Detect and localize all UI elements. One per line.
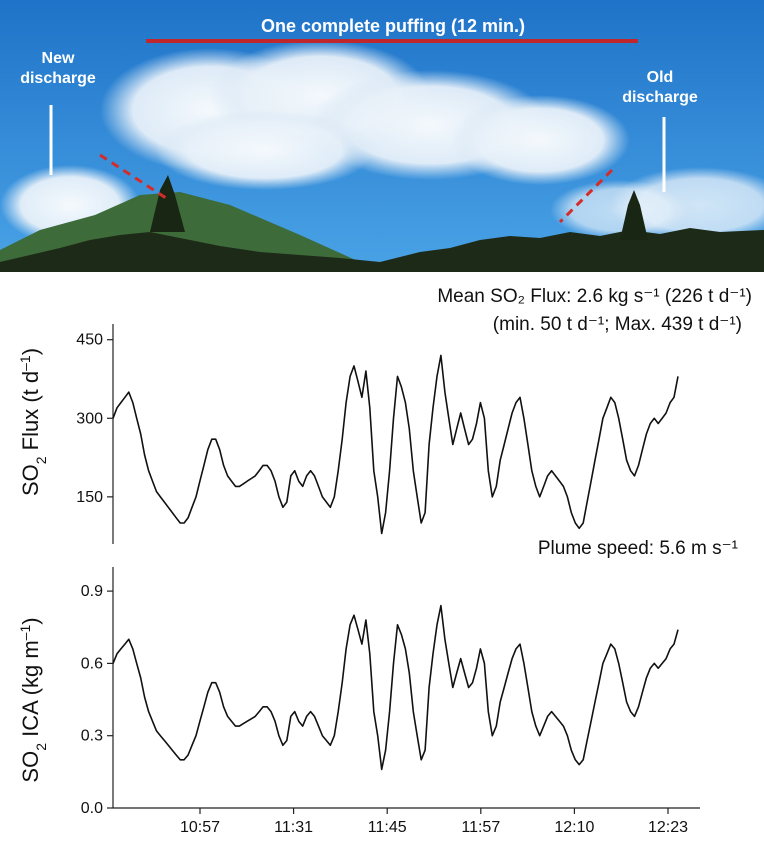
puffing-title: One complete puffing (12 min.): [261, 16, 525, 36]
old-label-line2: discharge: [622, 89, 698, 106]
xtick-label: 11:45: [368, 819, 407, 836]
xtick-label: 12:10: [554, 819, 594, 836]
new-label-line1: New: [42, 50, 75, 67]
flux-ytick-label: 450: [76, 332, 103, 349]
ica-series-line: [112, 604, 679, 771]
old-label-line1: Old: [647, 69, 674, 86]
volcano-photo: One complete puffing (12 min.) New disch…: [0, 0, 764, 272]
flux-series-line: [112, 354, 679, 535]
svg-text:SO2 Flux (t d–1): SO2 Flux (t d–1): [17, 348, 49, 496]
flux-ytick-label: 150: [76, 489, 103, 506]
charts-svg: Mean SO₂ Flux: 2.6 kg s⁻¹ (226 t d⁻¹) (m…: [17, 286, 752, 836]
tall-tree-right: [620, 190, 648, 240]
old-discharge-dashed-line: [558, 168, 614, 224]
flux-ytick-label: 300: [76, 410, 103, 427]
new-label-line2: discharge: [20, 70, 96, 87]
ica-ytick-label: 0.6: [81, 655, 103, 672]
svg-text:SO2 ICA (kg m–1): SO2 ICA (kg m–1): [17, 617, 49, 782]
photo-svg: One complete puffing (12 min.) New disch…: [0, 0, 764, 272]
charts-area: Mean SO₂ Flux: 2.6 kg s⁻¹ (226 t d⁻¹) (m…: [0, 272, 764, 841]
xtick-label: 12:23: [648, 819, 688, 836]
tall-tree-left: [150, 175, 185, 232]
flux-axes: 450 300 150: [76, 324, 679, 544]
plume-speed-annotation: Plume speed: 5.6 m s⁻¹: [538, 538, 738, 559]
xtick-label: 11:57: [461, 819, 500, 836]
xtick-label: 11:31: [274, 819, 313, 836]
flux-mean-annotation: Mean SO₂ Flux: 2.6 kg s⁻¹ (226 t d⁻¹): [437, 286, 752, 307]
ica-ytick-label: 0.0: [81, 800, 103, 817]
xtick-label: 10:57: [180, 819, 220, 836]
flux-ylabel: SO2 Flux (t d–1): [17, 348, 49, 496]
ica-ytick-label: 0.9: [81, 583, 103, 600]
ica-axes: 0.9 0.6 0.3 0.0 10:57 11:31 11:45 11:57 12:10 12:…: [81, 567, 700, 836]
flux-range-annotation: (min. 50 t d⁻¹; Max. 439 t d⁻¹): [493, 314, 742, 335]
tree-line: [0, 228, 764, 272]
ica-ytick-label: 0.3: [81, 728, 103, 745]
ica-ylabel: SO2 ICA (kg m–1): [17, 617, 49, 782]
